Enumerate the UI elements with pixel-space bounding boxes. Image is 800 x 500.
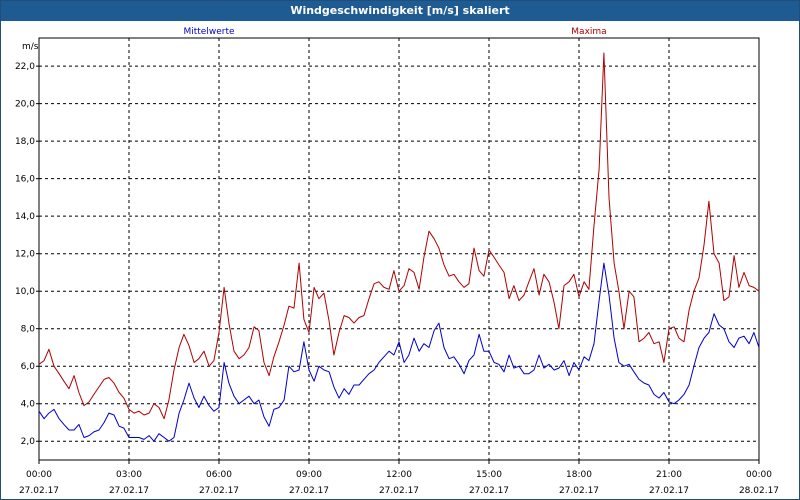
x-tick-time-label: 12:00 — [386, 470, 412, 480]
x-tick-time-label: 21:00 — [656, 470, 682, 480]
grid-lines — [39, 38, 759, 460]
y-axis-label: m/s — [22, 42, 39, 52]
legend-entry-maxima: Maxima — [571, 27, 606, 37]
x-tick-date-label: 27.02.17 — [109, 486, 149, 496]
x-tick-date-label: 27.02.17 — [19, 486, 59, 496]
x-tick-time-label: 00:00 — [26, 470, 52, 480]
y-tick-label: 12,0 — [15, 250, 35, 260]
legend-entry-mittelwerte: Mittelwerte — [183, 27, 234, 37]
y-tick-label: 10,0 — [15, 287, 35, 297]
x-tick-date-label: 27.02.17 — [469, 486, 509, 496]
y-tick-label: 20,0 — [15, 100, 35, 110]
series-line-maxima — [38, 52, 760, 420]
series-layer — [38, 52, 760, 442]
x-tick-time-label: 18:00 — [566, 470, 592, 480]
x-axis: 00:00 27.02.17 03:00 27.02.17 06:00 27.02.17 0… — [19, 460, 779, 496]
chart-title: Windgeschwindigkeit [m/s] skaliert — [1, 1, 799, 21]
x-tick-date-label: 27.02.17 — [289, 486, 329, 496]
y-tick-label: 8,0 — [21, 325, 36, 335]
x-tick-date-label: 27.02.17 — [559, 486, 599, 496]
y-tick-label: 6,0 — [21, 362, 36, 372]
x-tick-time-label: 00:00 — [746, 470, 772, 480]
y-tick-label: 22,0 — [15, 62, 35, 72]
x-tick-time-label: 06:00 — [206, 470, 232, 480]
y-tick-label: 4,0 — [21, 400, 36, 410]
x-tick-date-label: 27.02.17 — [649, 486, 689, 496]
x-tick-time-label: 03:00 — [116, 470, 142, 480]
x-tick-date-label: 28.02.17 — [739, 486, 779, 496]
x-tick-date-label: 27.02.17 — [379, 486, 419, 496]
y-tick-label: 2,0 — [21, 437, 36, 447]
series-line-mittelwerte — [38, 262, 760, 442]
y-tick-label: 16,0 — [15, 175, 35, 185]
y-axis: 2,0 4,0 6,0 8,0 10,0 12,0 14,0 16,0 18,0 20,0 22,0 — [15, 62, 39, 447]
y-tick-label: 18,0 — [15, 137, 35, 147]
x-tick-time-label: 09:00 — [296, 470, 322, 480]
y-tick-label: 14,0 — [15, 212, 35, 222]
x-tick-date-label: 27.02.17 — [199, 486, 239, 496]
x-tick-time-label: 15:00 — [476, 470, 502, 480]
